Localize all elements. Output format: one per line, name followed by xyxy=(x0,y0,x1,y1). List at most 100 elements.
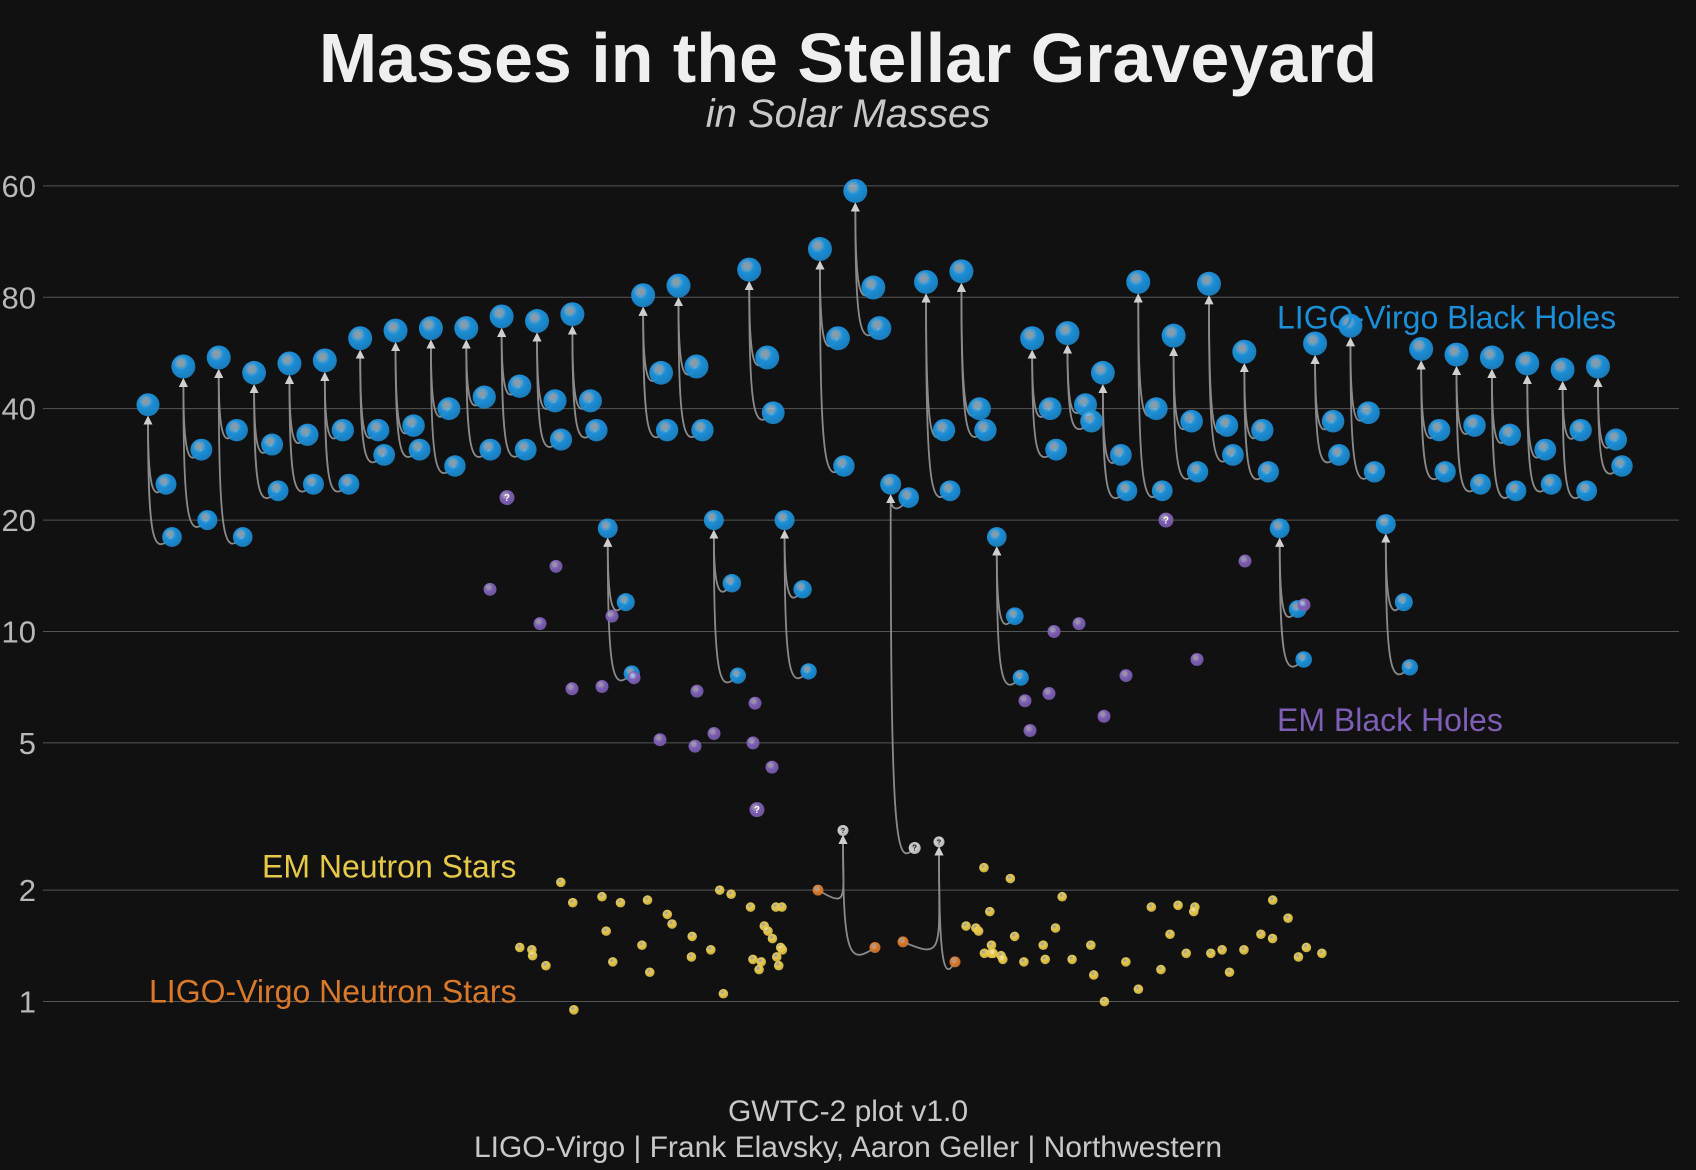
em-ns-point xyxy=(1217,944,1227,955)
em-ns-point xyxy=(771,902,781,912)
ligo-bh-component xyxy=(1295,651,1313,668)
ligo-bh-component xyxy=(331,418,355,442)
footer-credits: LIGO-Virgo | Frank Elavsky, Aaron Geller… xyxy=(473,1131,1223,1164)
merger-arc xyxy=(850,202,880,337)
em-ns-point xyxy=(514,942,525,953)
em-ns-point xyxy=(1121,957,1131,967)
em-ns-point xyxy=(961,921,971,931)
em-bh-point xyxy=(1297,598,1311,612)
em-ns-point xyxy=(718,988,729,999)
merger-arc xyxy=(921,293,945,438)
em-ns-point xyxy=(642,895,653,905)
ligo-ns-remnant xyxy=(933,836,945,848)
ligo-bh-component xyxy=(514,438,537,461)
ligo-ns-component xyxy=(869,941,881,953)
em-bh-point xyxy=(1072,617,1086,631)
ligo-bh-final xyxy=(560,302,585,327)
ligo-bh-component xyxy=(437,397,461,421)
ligo-bh-final xyxy=(1550,357,1575,382)
ligo-bh-final xyxy=(666,273,691,298)
ligo-bh-component xyxy=(722,573,742,593)
merger-arc xyxy=(1204,295,1234,463)
em-ns-point xyxy=(714,885,725,895)
ligo-bh-component xyxy=(225,418,248,442)
ligo-bh-final xyxy=(418,316,443,341)
ligo-ns-component xyxy=(897,936,909,948)
ligo-bh-component xyxy=(578,389,602,413)
ligo-bh-final xyxy=(1232,339,1257,364)
ligo-ns-component xyxy=(812,884,824,896)
ligo-bh-component xyxy=(267,480,289,502)
ligo-bh-component xyxy=(302,473,324,495)
ligo-bh-component xyxy=(898,487,920,508)
ligo-ns-component xyxy=(949,956,961,968)
merger-arc xyxy=(780,529,810,680)
em-ns-point xyxy=(1317,948,1327,959)
ligo-bh-component xyxy=(861,275,886,300)
ligo-bh-final xyxy=(1196,271,1221,296)
question-mark-icon: ? xyxy=(1163,515,1169,526)
em-ns-point xyxy=(541,960,551,971)
em-ns-point xyxy=(637,940,647,951)
ligo-bh-final xyxy=(277,351,302,376)
ligo-bh-final xyxy=(171,354,196,379)
em-ns-point xyxy=(1086,940,1096,951)
question-mark-icon: ? xyxy=(504,493,510,504)
ligo-bh-final xyxy=(1586,354,1610,379)
question-mark-icon: ? xyxy=(937,838,941,846)
ligo-bh-component xyxy=(1038,397,1062,421)
ligo-bh-component xyxy=(616,593,635,612)
y-tick-label: 40 xyxy=(2,392,36,427)
footer-version: GWTC-2 plot v1.0 xyxy=(727,1095,969,1128)
ligo-bh-component xyxy=(755,345,780,370)
ligo-bh-component xyxy=(932,418,956,442)
ligo-bh-component xyxy=(1505,480,1527,502)
em-ns-point xyxy=(1206,948,1216,959)
merger-arc xyxy=(815,260,845,474)
em-ns-point xyxy=(1301,942,1312,953)
ligo-bh-component xyxy=(1257,461,1279,483)
ligo-bh-component xyxy=(1394,593,1413,612)
em-ns-point xyxy=(662,909,673,920)
y-tick-label: 160 xyxy=(0,169,36,204)
ligo-bh-final xyxy=(986,527,1007,547)
ligo-bh-component xyxy=(1604,428,1628,451)
em-ns-point xyxy=(773,960,784,971)
ligo-bh-final xyxy=(136,393,160,417)
em-bh-point xyxy=(690,684,704,698)
em-ns-point xyxy=(1057,891,1067,902)
merger-arc xyxy=(902,846,944,951)
em-ns-point xyxy=(748,954,758,965)
em-ns-point xyxy=(1009,931,1020,942)
em-bh-point xyxy=(688,739,702,753)
ligo-bh-component xyxy=(1045,438,1068,461)
ligo-bh-component xyxy=(162,527,182,547)
uncertain-component xyxy=(908,841,921,854)
merger-arc xyxy=(921,293,951,498)
merger-arc xyxy=(838,834,876,956)
question-mark-icon: ? xyxy=(912,844,917,853)
ligo-bh-component xyxy=(1215,414,1239,437)
em-ns-point xyxy=(985,906,995,917)
em-bh-point xyxy=(765,760,779,774)
ligo-bh-component xyxy=(1321,409,1345,433)
question-mark-icon: ? xyxy=(841,827,845,835)
ligo-bh-component xyxy=(1498,423,1522,446)
ligo-bh-component xyxy=(373,444,396,466)
em-ns-point xyxy=(687,931,698,942)
ligo-bh-component xyxy=(1576,480,1598,502)
em-ns-point xyxy=(1088,970,1099,980)
em-ns-point xyxy=(1181,948,1192,959)
ligo-bh-component xyxy=(761,401,785,425)
merger-arc xyxy=(934,846,956,971)
ligo-bh-component xyxy=(338,473,360,495)
y-tick-label: 80 xyxy=(2,280,36,315)
ligo-bh-component xyxy=(684,354,709,379)
ligo-bh-component xyxy=(472,385,496,409)
em-ns-point xyxy=(1256,929,1266,940)
ligo-bh-final xyxy=(1055,321,1080,346)
em-ns-point xyxy=(775,942,786,953)
em-ns-point xyxy=(1283,913,1293,923)
